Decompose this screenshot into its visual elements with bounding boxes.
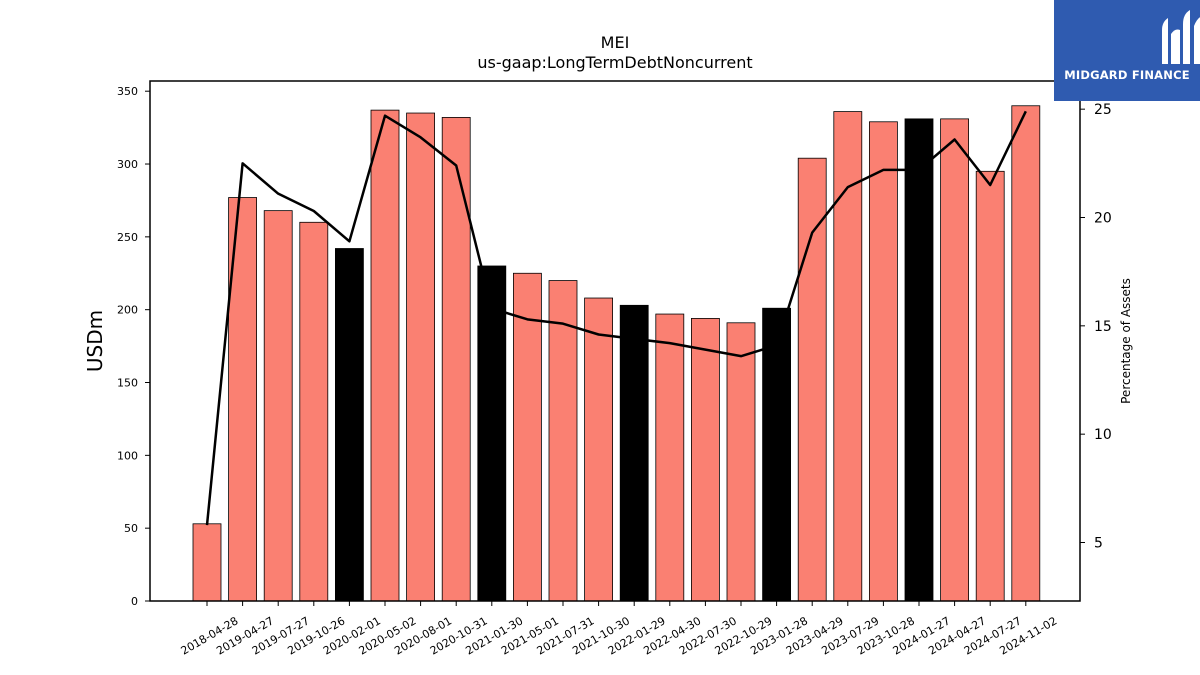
y-tick-label: 250 bbox=[117, 231, 138, 244]
bar-2020-05-02 bbox=[370, 109, 400, 602]
bar-2023-01-28 bbox=[762, 307, 791, 602]
y2-tick-label: 20 bbox=[1094, 211, 1112, 227]
y-tick-label: 100 bbox=[117, 449, 138, 462]
bars-group bbox=[192, 105, 1041, 602]
bar-2019-07-27 bbox=[263, 210, 293, 602]
bar-2024-01-27 bbox=[904, 118, 934, 602]
y-tick-label: 350 bbox=[117, 85, 138, 98]
y-axis-label: USDm bbox=[83, 310, 107, 372]
brand-logo: MIDGARD FINANCE bbox=[1054, 0, 1200, 101]
y-tick-label: 200 bbox=[117, 304, 138, 317]
y2-axis-label: Percentage of Assets bbox=[1119, 278, 1133, 404]
logo-mark-icon bbox=[1162, 10, 1200, 64]
chart-subtitle: us-gaap:LongTermDebtNoncurrent bbox=[477, 53, 752, 72]
percentage-line bbox=[205, 110, 1027, 526]
line-group bbox=[205, 110, 1027, 526]
y2-tick-label: 10 bbox=[1094, 427, 1112, 443]
bar-2024-07-27 bbox=[975, 170, 1005, 602]
bar-2022-01-29 bbox=[619, 304, 649, 602]
bar-2022-04-30 bbox=[655, 313, 685, 602]
bar-2023-10-28 bbox=[869, 121, 898, 602]
bar-2019-10-26 bbox=[299, 221, 329, 602]
bar-2022-10-29 bbox=[726, 322, 756, 602]
y2-tick-label: 15 bbox=[1094, 319, 1112, 335]
bar-2021-07-31 bbox=[548, 280, 578, 602]
bar-2021-01-30 bbox=[477, 265, 507, 602]
y-tick-label: 0 bbox=[131, 595, 138, 608]
bar-2020-02-01 bbox=[334, 248, 364, 602]
plot-frame bbox=[149, 80, 1081, 602]
y-tick-label: 300 bbox=[117, 158, 138, 171]
bar-2020-08-01 bbox=[406, 112, 436, 602]
y-tick-label: 50 bbox=[124, 522, 138, 535]
logo-text: MIDGARD FINANCE bbox=[1064, 68, 1190, 82]
bar-2024-04-27 bbox=[940, 118, 969, 602]
bar-2024-11-02 bbox=[1011, 105, 1041, 602]
bar-2021-05-01 bbox=[513, 272, 542, 602]
bar-2018-04-28 bbox=[192, 523, 222, 602]
y2-tick-label: 5 bbox=[1094, 536, 1103, 552]
chart-title: MEI bbox=[601, 33, 630, 52]
y2-tick-label: 25 bbox=[1094, 102, 1112, 118]
bar-2021-10-30 bbox=[584, 297, 613, 602]
bar-2022-07-30 bbox=[691, 318, 720, 602]
bar-2020-10-31 bbox=[441, 117, 471, 602]
y-tick-label: 150 bbox=[117, 377, 138, 390]
bar-2023-07-29 bbox=[833, 111, 863, 602]
bar-2023-04-29 bbox=[797, 157, 827, 602]
